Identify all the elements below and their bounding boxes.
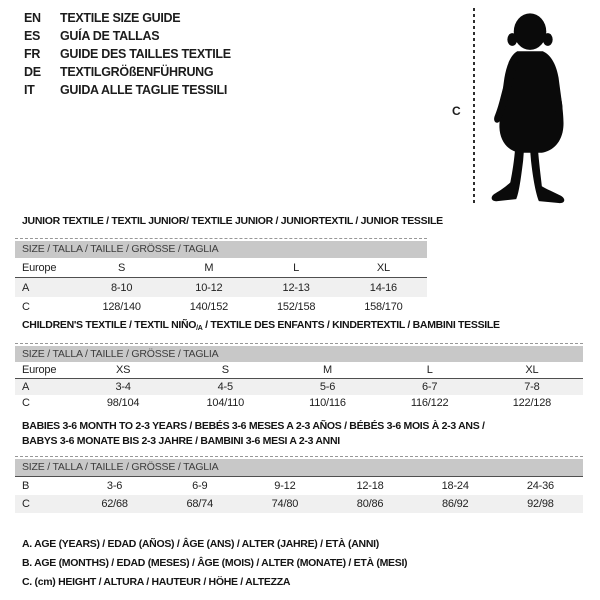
table-row: Europe S M L XL [15,258,427,278]
table-cell: 4-5 [217,381,234,393]
row-label: C [22,300,30,313]
children-table-title: CHILDREN'S TEXTILE / TEXTIL NIÑO/A / TEX… [22,319,500,332]
table-cell: XS [72,362,175,379]
size-header-bar: SIZE / TALLA / TAILLE / GRÖSSE / TAGLIA [15,346,583,362]
size-header-bar: SIZE / TALLA / TAILLE / GRÖSSE / TAGLIA [15,459,583,477]
table-cell: S [174,362,277,379]
junior-size-table: SIZE / TALLA / TAILLE / GRÖSSE / TAGLIA … [15,238,427,316]
table-cell: 62/68 [101,498,128,510]
lang-title: GUÍA DE TALLAS [60,29,160,43]
table-cell: 98/104 [106,397,140,409]
table-cell: 9-12 [274,480,296,492]
table-cell: 80/86 [356,498,384,510]
lang-code: EN [24,11,41,25]
table-cell: 140/152 [189,300,229,313]
table-cell: 12-13 [282,281,310,294]
row-label: A [22,381,30,393]
row-label: B [22,480,30,492]
table-cell: 122/128 [512,397,552,409]
table-cell: 3-4 [115,381,131,393]
table-cell: 74/80 [271,498,299,510]
table-cell: L [252,258,340,278]
size-header-bar: SIZE / TALLA / TAILLE / GRÖSSE / TAGLIA [15,241,427,258]
lang-title: TEXTILE SIZE GUIDE [60,11,181,25]
table-top-dashed-line [15,456,583,457]
table-cell: 152/158 [276,300,316,313]
title-text: CHILDREN'S TEXTILE / TEXTIL NIÑO [22,319,197,331]
table-cell: 10-12 [195,281,223,294]
table-cell: 128/140 [102,300,141,313]
table-cell: XL [480,362,583,379]
table-row: C 98/104 104/110 110/116 116/122 122/128 [15,395,583,411]
lang-row-fr: FR GUIDE DES TAILLES TEXTILE [24,45,231,63]
row-label: C [22,397,30,409]
title-line-1: BABIES 3-6 MONTH TO 2-3 YEARS / BEBÉS 3-… [22,420,485,432]
lang-code: IT [24,83,35,97]
table-cell: S [78,258,166,278]
lang-code: FR [24,47,41,61]
table-row: C 62/68 68/74 74/80 80/86 86/92 92/98 [15,495,583,513]
table-top-dashed-line [15,238,427,239]
table-cell: 3-6 [106,480,123,492]
lang-title: GUIDE DES TAILLES TEXTILE [60,47,231,61]
row-label: A [22,281,30,294]
footnote-c: C. (cm) HEIGHT / ALTURA / HAUTEUR / HÖHE… [22,576,291,588]
table-cell: 158/170 [364,300,403,313]
table-cell: 68/74 [186,498,213,510]
table-cell: 104/110 [206,397,245,409]
table-row: A 3-4 4-5 5-6 6-7 7-8 [15,379,583,395]
row-label: Europe [15,258,78,278]
lang-title: GUIDA ALLE TAGLIE TESSILI [60,83,228,97]
table-cell: M [276,362,379,379]
table-cell: 116/122 [410,397,449,409]
babies-size-table: SIZE / TALLA / TAILLE / GRÖSSE / TAGLIA … [15,456,583,513]
baby-silhouette-icon [491,13,565,204]
lang-row-es: ES GUÍA DE TALLAS [24,27,231,45]
table-cell: 14-16 [369,281,397,294]
lang-title: TEXTILGRÖßENFÜHRUNG [60,65,214,79]
table-cell: L [378,362,481,379]
table-cell: 92/98 [527,498,554,510]
table-row: A 8-10 10-12 12-13 14-16 [15,278,427,297]
children-size-table: SIZE / TALLA / TAILLE / GRÖSSE / TAGLIA … [15,343,583,411]
table-cell: 86/92 [441,498,469,510]
title-subscript: /A [196,325,203,332]
table-cell: 6-7 [422,381,438,393]
table-cell: 6-9 [192,480,208,492]
table-cell: 8-10 [111,281,133,294]
table-cell: 110/116 [309,397,346,409]
table-cell: 24-36 [526,480,554,492]
junior-table-title: JUNIOR TEXTILE / TEXTIL JUNIOR/ TEXTILE … [22,215,443,227]
language-title-list: EN TEXTILE SIZE GUIDE ES GUÍA DE TALLAS … [24,9,231,99]
table-cell: 7-8 [524,381,540,393]
table-cell: 5-6 [319,381,336,393]
lang-row-en: EN TEXTILE SIZE GUIDE [24,9,231,27]
lang-row-it: IT GUIDA ALLE TAGLIE TESSILI [24,81,231,99]
table-row: Europe XS S M L XL [15,362,583,379]
title-line-2: BABYS 3-6 MONATE BIS 2-3 JAHRE / BAMBINI… [22,435,340,447]
footnote-a: A. AGE (YEARS) / EDAD (AÑOS) / ÂGE (ANS)… [22,538,379,550]
footnote-legend: A. AGE (YEARS) / EDAD (AÑOS) / ÂGE (ANS)… [22,537,408,594]
row-label: C [22,498,30,510]
lang-row-de: DE TEXTILGRÖßENFÜHRUNG [24,63,231,81]
table-row: C 128/140 140/152 152/158 158/170 [15,297,427,316]
title-text: / TEXTILE DES ENFANTS / KINDERTEXTIL / B… [202,319,500,331]
table-cell: M [165,258,253,278]
height-measure-label: C [452,104,461,118]
lang-code: ES [24,29,41,43]
table-cell: 12-18 [356,480,384,492]
height-measure-dashed-line [473,8,475,205]
table-row: B 3-6 6-9 9-12 12-18 18-24 24-36 [15,477,583,495]
lang-code: DE [24,65,41,79]
babies-table-title: BABIES 3-6 MONTH TO 2-3 YEARS / BEBÉS 3-… [22,419,485,449]
table-cell: XL [339,258,427,278]
table-top-dashed-line [15,343,583,344]
table-cell: 18-24 [441,480,469,492]
footnote-b: B. AGE (MONTHS) / EDAD (MESES) / ÂGE (MO… [22,557,408,569]
row-label: Europe [15,362,72,379]
